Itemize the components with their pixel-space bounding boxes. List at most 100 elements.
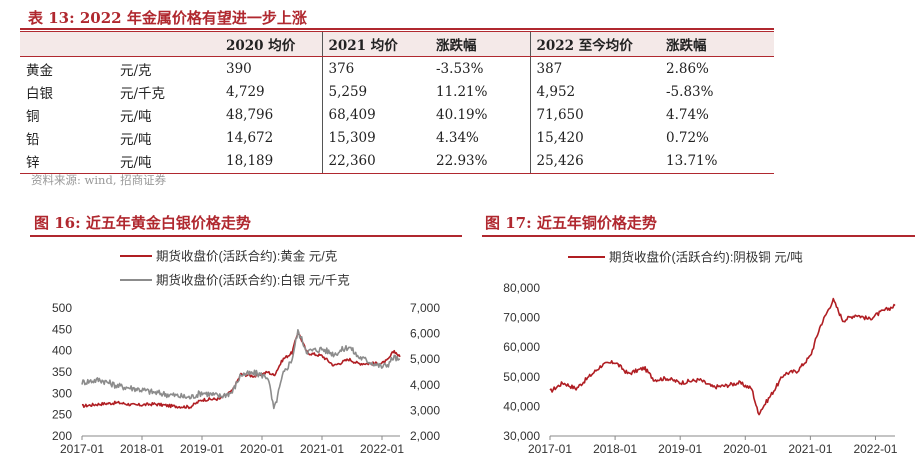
cell-change-2021: 40.19%	[436, 106, 488, 123]
chart16-title-rule	[30, 235, 462, 237]
table-title: 表 13: 2022 年金属价格有望进一步上涨	[28, 9, 307, 27]
cell-avg-2022: 387	[529, 56, 660, 81]
copper-price-line	[549, 297, 896, 416]
y-left-tick-label: 50,000	[503, 370, 540, 384]
cell-avg-2020: 18,189	[220, 149, 322, 174]
chart17-title: 图 17: 近五年铜价格走势	[485, 214, 657, 232]
cell-change-2022: 2.86%	[666, 60, 709, 77]
x-tick-label: 2019-01	[658, 442, 702, 456]
chart16-left-axis: 500 450 400 350 300 250 200	[52, 301, 72, 443]
cell-change-2022: -5.83%	[666, 83, 714, 100]
x-tick-label: 2022-01	[360, 442, 404, 456]
header-change-2022: 涨跌幅	[660, 31, 774, 57]
cell-avg-2020: 48,796	[226, 106, 274, 123]
table-row: 铅 元/吨 14,672 15,309 4.34% 15,420 0.72%	[20, 126, 774, 150]
y-left-tick-label: 200	[52, 429, 72, 443]
cell-change-2022: 4.74%	[666, 106, 709, 123]
x-tick-label: 2018-01	[593, 442, 637, 456]
chart17-title-rule	[482, 235, 915, 237]
chart16-series	[81, 329, 401, 410]
cell-change-2021: -3.53%	[436, 60, 484, 77]
table-header-row: 2020 均价 2021 均价 涨跌幅 2022 至今均价 涨跌幅	[20, 31, 774, 57]
cell-avg-2021: 68,409	[321, 103, 430, 127]
cell-metal: 锌	[20, 149, 114, 174]
legend-label-silver: 期货收盘价(活跃合约):白银 元/千克	[156, 273, 350, 288]
chart17-x-ticks: 2017-01 2018-01 2019-01 2020-01 2021-01 2022-…	[528, 436, 898, 456]
y-left-tick-label: 350	[52, 365, 72, 379]
legend-label-gold: 期货收盘价(活跃合约):黄金 元/克	[156, 249, 337, 264]
y-left-tick-label: 300	[52, 386, 72, 400]
cell-unit: 元/克	[120, 62, 152, 79]
chart16-legend: 期货收盘价(活跃合约):黄金 元/克 期货收盘价(活跃合约):白银 元/千克	[120, 249, 350, 288]
cell-avg-2022: 15,420	[529, 126, 660, 150]
chart17-series	[549, 297, 896, 416]
cell-avg-2022: 25,426	[529, 149, 660, 174]
cell-avg-2022: 71,650	[529, 103, 660, 127]
cell-unit: 元/千克	[120, 85, 166, 102]
y-right-tick-label: 5,000	[410, 352, 440, 366]
x-tick-label: 2019-01	[180, 442, 224, 456]
header-avg-2022: 2022 至今均价	[529, 31, 660, 57]
y-left-tick-label: 80,000	[503, 281, 540, 295]
cell-unit: 元/吨	[120, 108, 152, 125]
cell-metal: 白银	[26, 85, 53, 102]
table-row: 黄金 元/克 390 376 -3.53% 387 2.86%	[20, 56, 774, 81]
x-tick-label: 2017-01	[528, 442, 572, 456]
x-tick-label: 2021-01	[788, 442, 832, 456]
header-metal	[20, 31, 114, 57]
table-source: 资料来源: wind, 招商证券	[31, 173, 167, 187]
y-left-tick-label: 450	[52, 322, 72, 336]
metal-price-table: 2020 均价 2021 均价 涨跌幅 2022 至今均价 涨跌幅 黄金 元/克…	[20, 31, 774, 174]
cell-change-2022: 0.72%	[666, 130, 709, 147]
y-left-tick-label: 60,000	[503, 340, 540, 354]
cell-avg-2020: 4,729	[226, 83, 265, 100]
cell-change-2022: 13.71%	[660, 149, 774, 174]
chart16-right-axis: 7,000 6,000 5,000 4,000 3,000 2,000	[410, 301, 440, 443]
cell-avg-2020: 390	[226, 60, 252, 77]
y-right-tick-label: 4,000	[410, 378, 440, 392]
y-right-tick-label: 3,000	[410, 403, 440, 417]
y-left-tick-label: 500	[52, 301, 72, 315]
y-left-tick-label: 400	[52, 344, 72, 358]
x-tick-label: 2020-01	[240, 442, 284, 456]
table-title-rule	[20, 28, 774, 30]
table-row: 铜 元/吨 48,796 68,409 40.19% 71,650 4.74%	[20, 103, 774, 127]
silver-price-line	[81, 329, 401, 410]
cell-metal: 铜	[26, 108, 40, 125]
header-avg-2020: 2020 均价	[220, 31, 322, 57]
chart17-left-axis: 80,000 70,000 60,000 50,000 40,000 30,000	[503, 281, 540, 443]
cell-unit: 元/吨	[120, 132, 152, 149]
cell-change-2021: 11.21%	[436, 83, 488, 100]
table-row: 白银 元/千克 4,729 5,259 11.21% 4,952 -5.83%	[20, 80, 774, 104]
y-left-tick-label: 70,000	[503, 311, 540, 325]
header-change-2021: 涨跌幅	[430, 31, 530, 57]
x-tick-label: 2021-01	[300, 442, 344, 456]
y-right-tick-label: 7,000	[410, 301, 440, 315]
cell-avg-2021: 376	[321, 56, 430, 81]
x-tick-label: 2020-01	[723, 442, 767, 456]
x-tick-label: 2017-01	[60, 442, 104, 456]
cell-avg-2021: 15,309	[321, 126, 430, 150]
table-row: 锌 元/吨 18,189 22,360 22.93% 25,426 13.71%	[20, 149, 774, 174]
x-tick-label: 2018-01	[120, 442, 164, 456]
copper-chart: 期货收盘价(活跃合约):阴极铜 元/吨 80,000 70,000 60,000 50…	[503, 250, 898, 457]
chart16-x-ticks: 2017-01 2018-01 2019-01 2020-01 2021-01 2022-…	[60, 436, 404, 456]
gold-silver-chart: 期货收盘价(活跃合约):黄金 元/克 期货收盘价(活跃合约):白银 元/千克 5…	[52, 249, 440, 457]
y-right-tick-label: 2,000	[410, 429, 440, 443]
x-tick-label: 2022-01	[853, 442, 897, 456]
cell-unit: 元/吨	[114, 149, 220, 174]
cell-avg-2021: 22,360	[321, 149, 430, 174]
header-avg-2021: 2021 均价	[321, 31, 430, 57]
y-right-tick-label: 6,000	[410, 327, 440, 341]
cell-change-2021: 4.34%	[436, 130, 479, 147]
header-unit	[114, 31, 220, 57]
y-left-tick-label: 40,000	[503, 399, 540, 413]
gold-price-line	[81, 331, 401, 410]
y-left-tick-label: 250	[52, 408, 72, 422]
y-left-tick-label: 30,000	[503, 429, 540, 443]
chart16-title: 图 16: 近五年黄金白银价格走势	[34, 214, 251, 232]
cell-metal: 铅	[26, 132, 40, 149]
cell-metal: 黄金	[26, 62, 53, 79]
cell-avg-2021: 5,259	[321, 80, 430, 104]
cell-change-2021: 22.93%	[430, 149, 530, 174]
